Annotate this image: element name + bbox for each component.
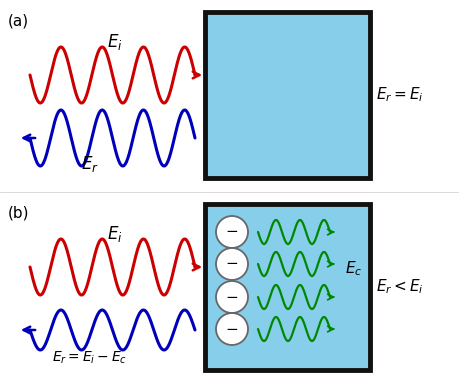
Text: −: −	[226, 225, 238, 240]
Text: −: −	[226, 321, 238, 336]
Text: $E_c$: $E_c$	[345, 260, 362, 278]
Text: −: −	[226, 290, 238, 305]
Text: −: −	[226, 257, 238, 271]
Circle shape	[216, 248, 248, 280]
Text: $E_r < E_i$: $E_r < E_i$	[376, 278, 424, 296]
Circle shape	[216, 216, 248, 248]
Bar	[205, 12, 370, 178]
Text: (a): (a)	[8, 14, 29, 29]
Bar	[205, 204, 370, 370]
Circle shape	[216, 281, 248, 313]
Text: $E_i$: $E_i$	[107, 32, 123, 52]
Bar	[205, 204, 370, 370]
Circle shape	[216, 313, 248, 345]
Text: $E_r = E_i$: $E_r = E_i$	[376, 86, 424, 104]
Text: $E_r = E_i - E_c$: $E_r = E_i - E_c$	[52, 349, 128, 366]
Bar	[205, 12, 370, 178]
Text: $E_i$: $E_i$	[107, 224, 123, 244]
Text: (b): (b)	[8, 206, 29, 221]
Text: $E_r$: $E_r$	[81, 154, 99, 174]
